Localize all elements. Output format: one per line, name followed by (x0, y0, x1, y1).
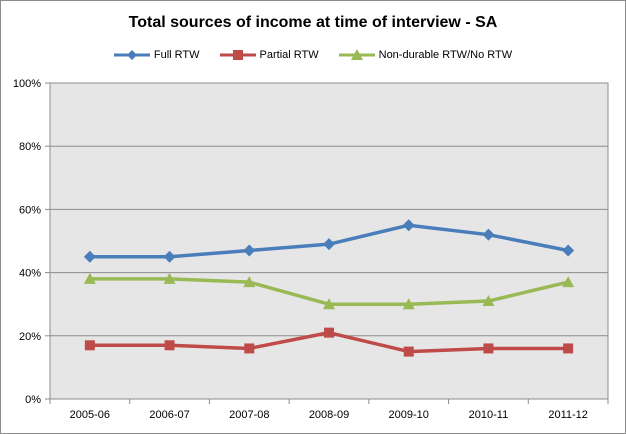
legend-swatch-non-durable-rtw (338, 49, 375, 60)
data-point-non-durable-rtw-no-rtw (163, 272, 176, 284)
data-point-non-durable-rtw-no-rtw (562, 276, 575, 288)
data-point-non-durable-rtw-no-rtw (243, 276, 256, 288)
data-point-non-durable-rtw-no-rtw (482, 295, 495, 307)
y-tick-label: 0% (25, 394, 41, 406)
data-point-full-rtw (482, 228, 495, 241)
x-tick-label: 2011-12 (548, 409, 588, 421)
data-point-non-durable-rtw-no-rtw (323, 298, 335, 310)
y-tick-label: 100% (13, 78, 41, 90)
legend-label-non-durable-rtw: Non-durable RTW/No RTW (378, 49, 513, 61)
x-tick-label: 2007-08 (229, 409, 269, 421)
data-point-partial-rtw (84, 340, 95, 351)
legend-label-full-rtw: Full RTW (153, 49, 200, 61)
data-point-non-durable-rtw-no-rtw (402, 298, 415, 310)
legend-item-partial-rtw: Partial RTW (219, 48, 319, 62)
x-tick-label: 2005-06 (70, 409, 110, 421)
x-tick-label: 2008-09 (309, 409, 349, 421)
y-tick-label: 80% (19, 141, 41, 153)
x-tick-label: 2010-11 (469, 409, 509, 421)
y-tick-label: 40% (19, 268, 41, 280)
x-tick-label: 2009-10 (389, 409, 429, 421)
data-point-full-rtw (163, 250, 176, 263)
data-point-full-rtw (243, 244, 256, 257)
data-point-partial-rtw (164, 340, 175, 351)
data-point-partial-rtw (244, 343, 255, 354)
data-point-non-durable-rtw-no-rtw (83, 272, 96, 284)
data-point-full-rtw (402, 219, 415, 232)
legend-item-non-durable-rtw: Non-durable RTW/No RTW (338, 48, 513, 62)
legend-swatch-full-rtw (113, 50, 150, 60)
data-point-partial-rtw (324, 327, 334, 338)
y-tick-label: 60% (19, 204, 41, 216)
chart-title: Total sources of income at time of inter… (128, 14, 498, 31)
chart-legend: Full RTW Partial RTW Non-durable RTW/No … (0, 48, 626, 62)
data-point-full-rtw (83, 250, 96, 263)
legend-swatch-partial-rtw (219, 50, 256, 60)
data-point-partial-rtw (483, 343, 494, 354)
data-point-full-rtw (323, 238, 335, 251)
legend-item-full-rtw: Full RTW (113, 48, 200, 62)
data-point-full-rtw (562, 244, 575, 257)
data-point-partial-rtw (563, 343, 574, 354)
y-tick-label: 20% (19, 331, 41, 343)
data-point-partial-rtw (403, 346, 414, 357)
x-tick-label: 2006-07 (149, 409, 189, 421)
legend-label-partial-rtw: Partial RTW (259, 49, 319, 61)
